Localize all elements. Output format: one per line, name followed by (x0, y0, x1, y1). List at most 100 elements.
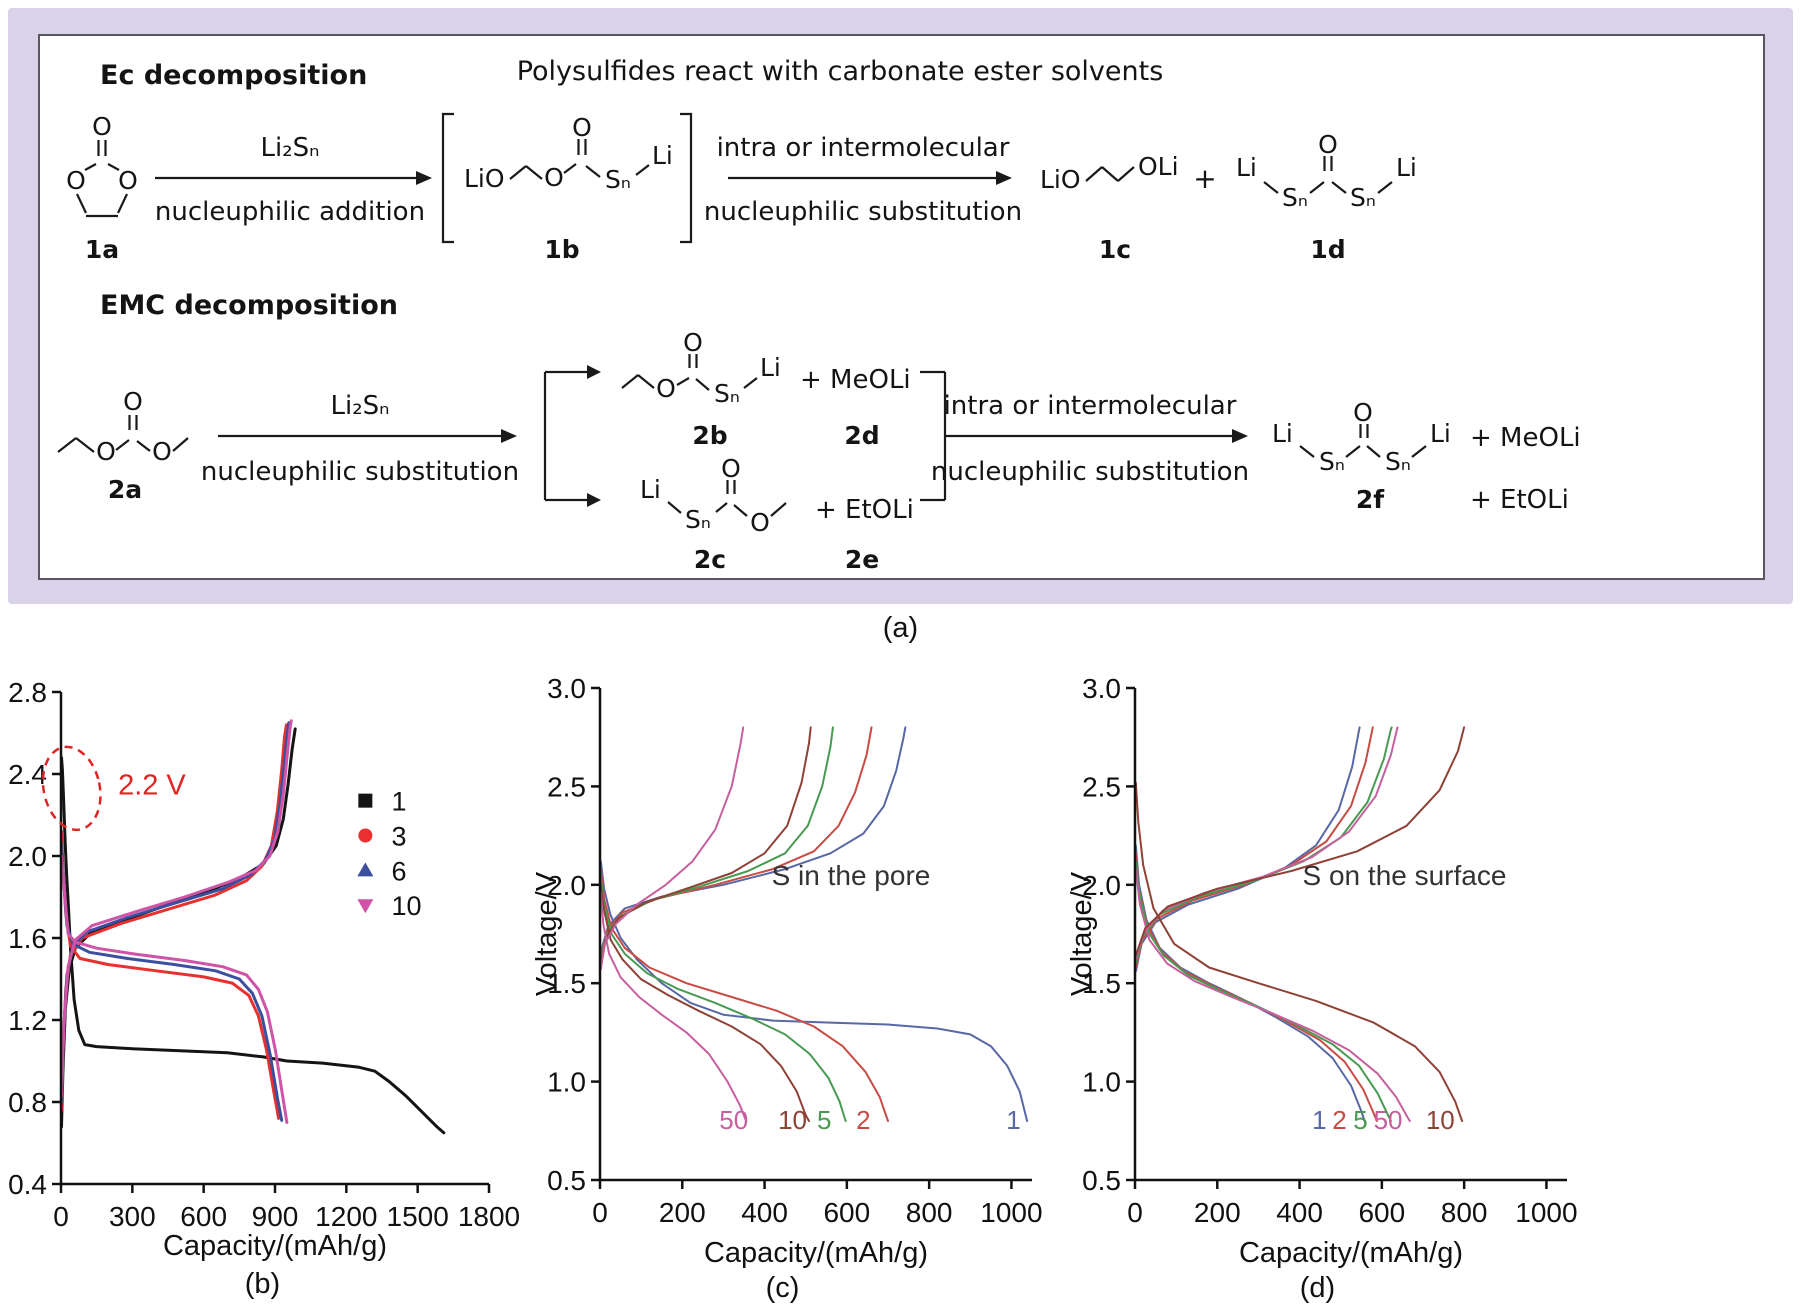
legend-label: 3 (392, 822, 407, 852)
legend-marker-circle (358, 828, 373, 843)
panel-label-c: (c) (765, 1272, 800, 1304)
series-d-rate10-charge (1134, 726, 1466, 957)
legend-label: 1 (392, 787, 407, 817)
atom-sn: Sₙ (1282, 183, 1308, 212)
condition-nucleuphilic-substitution: nucleuphilic substitution (931, 457, 1249, 487)
chart-annotation-3: 5 (1353, 1105, 1367, 1135)
x-tick-label: 600 (823, 1197, 870, 1228)
byproduct-etoli: + EtOLi (1470, 485, 1569, 515)
y-tick-label: 2.8 (8, 678, 47, 708)
atom-sn: Sₙ (1319, 447, 1345, 476)
y-tick-label: 2.4 (8, 759, 47, 790)
chart-annotation-4: 2 (856, 1105, 870, 1135)
y-tick-label: 2.0 (1082, 870, 1121, 901)
legend-marker-triangle-up (357, 862, 374, 877)
x-tick-label: 0 (1127, 1197, 1143, 1228)
x-tick-label: 400 (1276, 1197, 1323, 1228)
reagent-li2sn: Li₂Sₙ (261, 133, 320, 163)
label-2e: 2e (845, 545, 879, 574)
scheme-title: Polysulfides react with carbonate ester … (517, 56, 1164, 87)
legend-marker-triangle-down (357, 899, 374, 914)
byproduct-etoli: + EtOLi (815, 495, 914, 525)
x-tick-label: 0 (592, 1197, 608, 1228)
structure-1d-bonds (1263, 156, 1393, 194)
series-d-rate5-discharge (1134, 860, 1392, 1122)
atom-li: Li (1430, 419, 1451, 448)
arrowhead (587, 493, 601, 507)
chart-annotation-5: 10 (1426, 1105, 1455, 1135)
atom-sn: Sₙ (1350, 183, 1376, 212)
arrowhead (416, 171, 432, 185)
y-tick-label: 0.5 (1082, 1165, 1121, 1196)
label-1d: 1d (1310, 235, 1345, 264)
y-tick-label: 3.0 (1082, 673, 1121, 704)
condition-intra-intermolecular: intra or intermolecular (944, 391, 1237, 421)
y-tick-label: 1.0 (1082, 1067, 1121, 1098)
series-c-rate10-charge (599, 726, 812, 965)
chart-annotation-0: S in the pore (772, 860, 931, 891)
chart-b-container: 0 300 600 900 1200 1500 1800 2.8 2.4 2.0 1.6 1.2 0.8… (5, 677, 520, 1263)
chart-d-svg: 0 200 400 600 800 1000 3.0 2.5 2.0 1.5 1.0 0.5 Capac… (1066, 673, 1578, 1269)
label-1a: 1a (85, 235, 119, 264)
x-tick-label: 600 (1358, 1197, 1405, 1228)
y-tick-label: 0.5 (547, 1165, 586, 1196)
atom-li: Li (652, 141, 673, 170)
atom-o: O (152, 437, 172, 466)
reaction-scheme: Ec decomposition Polysulfides react with… (57, 56, 1581, 574)
structure-2a-bonds (57, 415, 189, 453)
atom-li: Li (640, 475, 661, 504)
series-d-rate10-discharge (1134, 781, 1464, 1122)
chart-annotation-3: 5 (817, 1105, 831, 1135)
series-d-rate2-charge (1134, 726, 1374, 969)
atom-sn: Sₙ (1385, 447, 1411, 476)
series-c-rate50-charge (599, 726, 745, 971)
atom-oli: OLi (1138, 152, 1179, 181)
x-tick-label: 600 (180, 1201, 227, 1232)
structure-2b-bonds (621, 354, 758, 391)
atom-o: O (656, 374, 676, 403)
structure-2f-bonds (1299, 424, 1427, 458)
chart-annotation-0: S on the surface (1303, 860, 1507, 891)
atom-o: O (721, 454, 741, 483)
condition-intra-intermolecular: intra or intermolecular (717, 133, 1010, 163)
x-axis-label: Capacity/(mAh/g) (163, 1230, 387, 1262)
series-cycle6-discharge (60, 842, 284, 1122)
bracket-left (441, 112, 454, 244)
chart-d-container: 0 200 400 600 800 1000 3.0 2.5 2.0 1.5 1.0 0.5 Capac… (1055, 670, 1580, 1270)
arrowhead (587, 365, 601, 379)
series-c-rate10-discharge (599, 883, 810, 1122)
atom-o: O (96, 437, 116, 466)
series-d-rate50-charge (1134, 726, 1399, 961)
structure-1a-bonds (76, 140, 128, 218)
series-c-rate50-discharge (599, 891, 748, 1122)
x-tick-label: 800 (906, 1197, 953, 1228)
atom-o: O (66, 166, 86, 195)
panel-label-d: (d) (1299, 1272, 1336, 1304)
atom-li: Li (1236, 153, 1257, 182)
panel-label-b: (b) (244, 1268, 281, 1300)
series-c-rate5-charge (599, 726, 834, 961)
atom-o: O (123, 387, 143, 416)
panel-label-a: (a) (882, 612, 919, 644)
y-tick-label: 2.0 (8, 841, 47, 872)
arrowhead (996, 171, 1012, 185)
x-tick-label: 200 (659, 1197, 706, 1228)
label-2f: 2f (1356, 485, 1385, 514)
structure-2c-bonds (667, 480, 787, 517)
x-axis-label: Capacity/(mAh/g) (1239, 1237, 1463, 1269)
label-2b: 2b (692, 421, 727, 450)
atom-li: Li (760, 353, 781, 382)
atom-lio: LiO (1040, 165, 1081, 194)
series-c-rate1-charge (599, 726, 907, 953)
byproduct-meoli: + MeOLi (800, 365, 911, 395)
atom-o: O (118, 166, 138, 195)
atom-o: O (572, 113, 592, 142)
x-tick-label: 1800 (458, 1201, 520, 1232)
y-tick-label: 2.5 (547, 771, 586, 802)
chart-annotation-5: 1 (1006, 1105, 1020, 1135)
atom-lio: LiO (464, 164, 505, 193)
x-tick-label: 1500 (387, 1201, 449, 1232)
label-2d: 2d (844, 421, 879, 450)
atom-o: O (750, 508, 770, 537)
